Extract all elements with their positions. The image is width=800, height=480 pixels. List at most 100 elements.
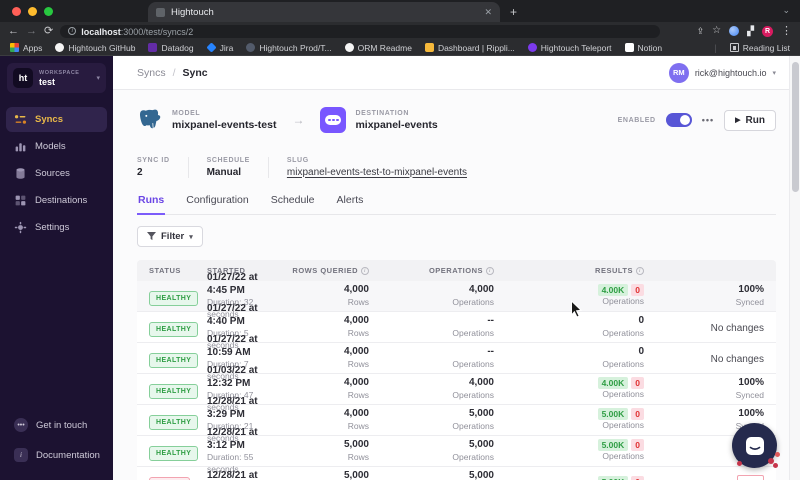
workspace-switcher[interactable]: ht WORKSPACE test ▾	[7, 63, 106, 93]
operations-sublabel: Operations	[452, 327, 494, 338]
sidebar-footer-documentation[interactable]: i Documentation	[6, 442, 107, 468]
site-info-icon[interactable]: i	[68, 27, 77, 35]
browser-profile-avatar[interactable]: R	[762, 25, 773, 37]
sidebar-item-label: Settings	[35, 222, 70, 233]
tab-close-icon[interactable]: ✕	[484, 6, 492, 17]
breadcrumb-syncs[interactable]: Syncs	[137, 66, 166, 79]
operations-sublabel: Operations	[452, 296, 494, 307]
traffic-lights	[12, 7, 53, 16]
toolbar-actions: ⇪ ☆ ▞ R ⋮	[696, 24, 792, 37]
results-sublabel: Operations	[602, 327, 644, 338]
run-started: 01/27/22 at 4:40 PM	[207, 303, 258, 327]
sidebar-footer-label: Get in touch	[36, 419, 88, 431]
run-button[interactable]: ▶ Run	[724, 109, 776, 131]
minimize-window-button[interactable]	[28, 7, 37, 16]
reading-list-button[interactable]: Reading List	[729, 43, 790, 53]
bookmark-dashboard-rippli[interactable]: Dashboard | Rippli...	[424, 43, 515, 53]
table-row[interactable]: HEALTHY 01/03/22 at 12:32 PM Duration: 47 …	[137, 365, 776, 412]
bookmark-star-icon[interactable]: ☆	[712, 25, 722, 36]
browser-toolbar: ← → ⟳ i localhost:3000/test/syncs/2 ⇪ ☆ …	[0, 22, 800, 40]
settings-icon	[14, 221, 27, 234]
page-header: Syncs / Sync RM rick@hightouch.io ▾	[113, 56, 800, 90]
meta-value[interactable]: mixpanel-events-test-to-mixpanel-events	[286, 166, 467, 178]
share-icon[interactable]: ⇪	[696, 25, 705, 36]
filter-button[interactable]: Filter ▾	[137, 226, 203, 247]
results-success-badge: 4.00K	[597, 377, 629, 390]
column-header-status: STATUS	[149, 266, 207, 275]
meta-label: SYNC ID	[137, 156, 170, 164]
runs-table: STATUS STARTED ROWS QUERIED i OPERATIONS i RES…	[137, 260, 776, 480]
enabled-toggle[interactable]	[665, 113, 692, 127]
sidebar-item-syncs[interactable]: Syncs	[6, 107, 107, 132]
chevron-down-icon: ▾	[189, 233, 193, 241]
table-row[interactable]: HEALTHY 12/28/21 at 3:12 PM Duration: 55 s…	[137, 427, 776, 474]
reload-icon[interactable]: ⟳	[44, 24, 54, 37]
meta-schedule: SCHEDULE Manual	[187, 156, 268, 178]
forward-icon[interactable]: →	[26, 24, 37, 37]
synced-sublabel: Synced	[735, 389, 764, 400]
scrollbar-thumb[interactable]	[792, 62, 799, 192]
meta-slug: SLUG mixpanel-events-test-to-mixpanel-eve…	[267, 156, 485, 178]
teleport-icon	[527, 43, 537, 52]
extensions-puzzle-icon[interactable]: ▞	[747, 25, 754, 36]
bookmark-apps[interactable]: Apps	[10, 43, 42, 53]
decoration-berry	[737, 461, 742, 466]
zoom-window-button[interactable]	[44, 7, 53, 16]
tab-schedule[interactable]: Schedule	[270, 194, 315, 206]
browser-tab[interactable]: Hightouch ✕	[148, 2, 500, 22]
scrollbar[interactable]	[789, 56, 800, 480]
status-badge: HEALTHY	[149, 352, 199, 368]
column-header-label: ROWS QUERIED	[292, 266, 358, 275]
table-row[interactable]: HEALTHY 01/27/22 at 4:40 PM Duration: 5 se…	[137, 303, 776, 350]
address-bar[interactable]: i localhost:3000/test/syncs/2	[60, 24, 661, 38]
sidebar-footer-label: Documentation	[36, 449, 100, 461]
table-row[interactable]: HEALTHY 01/27/22 at 10:59 AM Duration: 7 s…	[137, 334, 776, 381]
model-node[interactable]: MODEL mixpanel-events-test	[137, 107, 276, 133]
destination-node[interactable]: DESTINATION mixpanel-events	[320, 107, 438, 133]
bookmark-hightouch-prod-t[interactable]: Hightouch Prod/T...	[246, 43, 332, 53]
bookmark-label: Datadog	[161, 42, 194, 53]
info-icon[interactable]: i	[636, 266, 644, 275]
table-row[interactable]: FAILED12/28/21 at 2:58 PM5,000Rows5,000O…	[137, 467, 776, 480]
more-options-button[interactable]: •••	[701, 115, 715, 125]
sidebar-item-settings[interactable]: Settings	[6, 215, 107, 240]
sidebar-footer-get-in-touch[interactable]: ••• Get in touch	[6, 412, 107, 438]
sidebar-item-destinations[interactable]: Destinations	[6, 188, 107, 213]
sidebar-item-sources[interactable]: Sources	[6, 161, 107, 186]
bookmark-hightouch-teleport[interactable]: Hightouch Teleport	[527, 43, 612, 53]
docs-icon: i	[14, 448, 28, 462]
column-header-rows-queried: ROWS QUERIED i	[264, 266, 369, 275]
table-row[interactable]: HEALTHY 12/28/21 at 3:29 PM Duration: 21 s…	[137, 396, 776, 443]
bookmark-orm-readme[interactable]: ORM Readme	[344, 42, 412, 53]
status-badge: FAILED	[149, 476, 191, 480]
sidebar-item-models[interactable]: Models	[6, 134, 107, 159]
sync-detail-content: MODEL mixpanel-events-test → DESTINATION…	[113, 90, 800, 480]
decoration-berry	[773, 463, 778, 468]
bookmark-notion[interactable]: Notion	[624, 43, 662, 53]
table-row[interactable]: HEALTHY 01/27/22 at 4:45 PM Duration: 32 s…	[137, 272, 776, 319]
bookmark-jira[interactable]: Jira	[206, 42, 234, 53]
tab-configuration[interactable]: Configuration	[186, 194, 249, 206]
tab-favicon-icon	[156, 7, 165, 17]
tab-alerts[interactable]: Alerts	[336, 194, 364, 206]
extension-icon[interactable]	[729, 26, 740, 36]
results-success-badge: 4.00K	[597, 284, 629, 297]
browser-menu-icon[interactable]: ⋮	[781, 24, 792, 37]
back-icon[interactable]: ←	[8, 24, 19, 37]
bookmark-datadog[interactable]: Datadog	[148, 42, 194, 53]
url-host: localhost	[81, 27, 121, 37]
run-started: 12/28/21 at 3:29 PM	[207, 396, 258, 420]
close-window-button[interactable]	[12, 7, 21, 16]
tab-search-chevron-icon[interactable]: ⌄	[782, 5, 790, 15]
new-tab-button[interactable]: +	[510, 5, 518, 19]
tab-runs[interactable]: Runs	[137, 194, 166, 215]
run-started: 01/27/22 at 4:45 PM	[207, 272, 258, 296]
bookmark-hightouch-github[interactable]: Hightouch GitHub	[55, 43, 135, 53]
bookmark-label: ORM Readme	[357, 42, 412, 53]
url-path: :3000/test/syncs/2	[120, 27, 194, 37]
info-icon[interactable]: i	[486, 266, 494, 275]
info-icon[interactable]: i	[361, 266, 369, 275]
bookmark-label: Jira	[219, 42, 234, 53]
synced-percent: 100%	[738, 377, 764, 389]
user-menu[interactable]: RM rick@hightouch.io ▾	[668, 62, 776, 83]
